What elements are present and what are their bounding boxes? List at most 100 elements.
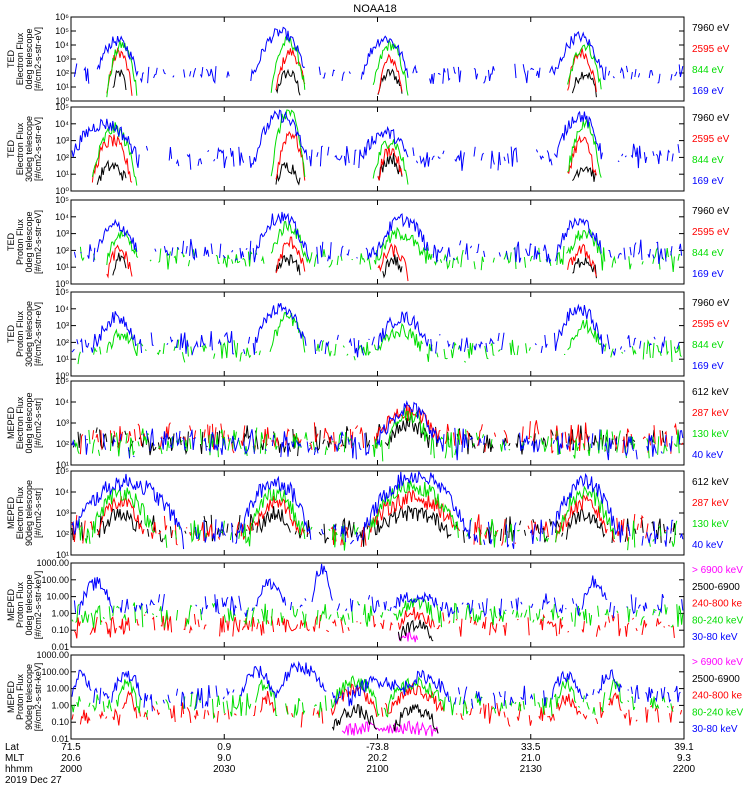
y-tick-label: 10¹ [56,262,69,272]
panel-7: 0.01 0.10 1.00 10.00 100.00 1000.00 MEPED Proto… [6,558,743,652]
legend-item: 2500-6900 [692,582,740,593]
y-tick-label: 10¹ [56,460,69,470]
legend-item: 2595 eV [692,227,730,238]
y-axis-label: 90deg telescope [24,480,34,546]
y-tick-label: 1000.00 [36,558,69,568]
chart-title: NOAA18 [353,3,396,15]
y-tick-label: 10² [56,439,69,449]
legend-item: 844 eV [692,155,724,166]
series-group [71,563,684,643]
footer-tick-hhmm: 2100 [366,764,389,775]
series-group [73,26,684,98]
series-group [71,660,683,737]
legend-item: 30-80 keV [692,632,738,643]
y-tick-label: 10⁰ [55,186,69,196]
y-axis-label: Proton Flux [15,673,25,720]
series-line [71,682,683,728]
y-tick-label: 10⁵ [55,102,69,112]
y-tick-label: 10⁵ [55,195,69,205]
legend-item: 2595 eV [692,134,730,145]
panel-frame [70,106,685,192]
y-tick-label: 1000.00 [36,650,69,660]
y-axis-label: [#/cm2-s-str-eV] [33,27,43,91]
panel-frame [70,16,685,102]
y-tick-label: 10⁴ [55,119,69,129]
y-tick-label: 10¹ [56,354,69,364]
legend-item: 240-800 ke [692,691,742,702]
y-axis-label: Proton Flux [15,310,25,357]
series-line [71,400,684,461]
y-tick-label: 10² [56,152,69,162]
y-axis-label: [#/cm2-s-str-eV] [33,117,43,181]
legend-item: 2595 eV [692,44,730,55]
y-tick-label: 10² [56,68,69,78]
legend-item: > 6900 keV [692,565,743,576]
legend-item: 2500-6900 [692,674,740,685]
series-line [112,252,597,279]
panel-4: 10⁰ 10¹ 10² 10³ 10⁴ 10⁵ TED Proton Flux 30deg te… [6,287,730,381]
legend-item: 169 eV [692,86,724,97]
y-axis-label: [#/cm2-s-str-keV] [33,663,43,732]
series-line [71,660,681,712]
legend-item: 7960 eV [692,206,730,217]
legend-item: 287 keV [692,408,729,419]
legend-item: 7960 eV [692,298,730,309]
y-axis-label: 30deg telescope [24,116,34,182]
y-axis-label: Electron Flux [15,32,25,85]
y-tick-label: 10³ [56,418,69,428]
y-axis-label: [#/cm2-s-str-eV] [33,210,43,274]
y-axis-label: [#/cm2-s-str] [33,398,43,448]
y-tick-label: 10⁵ [55,287,69,297]
series-line [96,153,597,186]
y-tick-label: 10⁰ [55,96,69,106]
y-axis-label: [#/cm2-s-str-keV] [33,571,43,640]
panel-2: 10⁰ 10¹ 10² 10³ 10⁴ 10⁵ TED Electron Flux 30deg … [6,102,730,196]
y-axis-label: 0deg telescope [24,211,34,272]
y-axis-label: [#/cm2-s-str-eV] [33,302,43,366]
y-tick-label: 10⁴ [55,212,69,222]
y-tick-label: 10⁴ [55,487,69,497]
legend-item: 612 keV [692,477,729,488]
footer-label-hhmm: hhmm [5,764,33,775]
series-group [72,110,682,186]
series-line [106,236,597,282]
y-tick-label: 10⁴ [55,304,69,314]
y-tick-label: 10⁰ [55,279,69,289]
y-tick-label: 10⁵ [55,466,69,476]
panel-3: 10⁰ 10¹ 10² 10³ 10⁴ 10⁵ TED Proton Flux 0deg tel… [6,195,730,289]
legend-item: 130 keV [692,519,729,530]
footer-tick-mlt: 9.0 [217,753,231,764]
series-line [71,597,684,628]
series-line [73,26,684,85]
y-tick-label: 1.00 [51,700,69,710]
y-axis-label: [#/cm2-s-str] [33,488,43,538]
y-tick-label: 10.00 [46,684,69,694]
legend-item: 287 keV [692,498,729,509]
panel-5: 10¹ 10² 10³ 10⁴ 10⁵ MEPED Electron Flux 0deg te… [6,376,729,470]
legend-item: 2595 eV [692,319,730,330]
y-tick-label: 10⁵ [55,26,69,36]
legend-item: 844 eV [692,248,724,259]
legend-item: 80-240 keV [692,707,743,718]
series-line [77,311,682,365]
legend-item: 7960 eV [692,23,730,34]
y-tick-label: 10.00 [46,592,69,602]
series-line [71,302,680,358]
legend-item: 80-240 keV [692,615,743,626]
y-tick-label: 10³ [56,321,69,331]
series-line [91,109,602,186]
series-line [73,211,683,264]
series-line [79,404,684,455]
series-line [91,130,597,183]
y-tick-label: 10¹ [56,82,69,92]
footer-label-lat: Lat [5,742,19,753]
footer-tick-mlt: 20.6 [61,753,81,764]
y-axis-label: TED [6,232,16,251]
y-tick-label: 10³ [56,54,69,64]
y-axis-label: Electron Flux [15,122,25,175]
y-tick-label: 10³ [56,229,69,239]
legend-item: > 6900 keV [692,657,743,668]
y-tick-label: 10¹ [56,169,69,179]
footer-tick-hhmm: 2130 [520,764,543,775]
series-line [112,68,597,98]
